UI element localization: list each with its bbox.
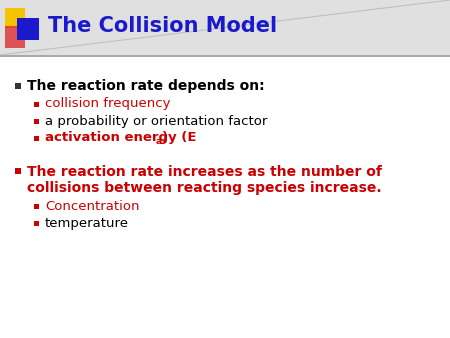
Text: The Collision Model: The Collision Model xyxy=(48,16,277,36)
Bar xyxy=(33,136,39,141)
Text: The reaction rate increases as the number of: The reaction rate increases as the numbe… xyxy=(27,165,382,179)
Bar xyxy=(5,8,25,28)
Text: Concentration: Concentration xyxy=(45,199,140,213)
Text: a: a xyxy=(156,137,162,145)
Text: ): ) xyxy=(162,131,167,145)
Bar xyxy=(5,26,25,48)
Bar xyxy=(15,168,21,174)
Text: collision frequency: collision frequency xyxy=(45,97,171,111)
Bar xyxy=(0,55,450,57)
Bar xyxy=(33,101,39,106)
Text: a probability or orientation factor: a probability or orientation factor xyxy=(45,115,267,127)
Bar xyxy=(33,119,39,123)
Bar xyxy=(33,203,39,209)
Bar xyxy=(15,83,21,89)
Text: The reaction rate depends on:: The reaction rate depends on: xyxy=(27,79,265,93)
Text: collisions between reacting species increase.: collisions between reacting species incr… xyxy=(27,181,382,195)
Text: activation energy (E: activation energy (E xyxy=(45,131,197,145)
Bar xyxy=(17,18,39,40)
Bar xyxy=(33,220,39,225)
Bar xyxy=(0,0,450,55)
Text: temperature: temperature xyxy=(45,217,129,230)
